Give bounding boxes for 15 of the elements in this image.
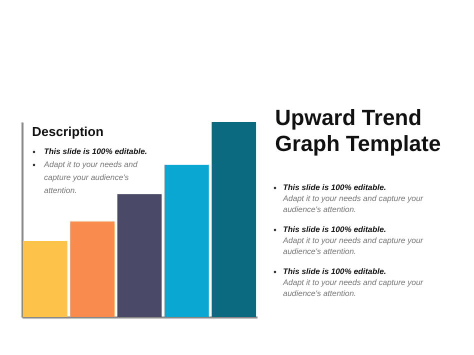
bar [212, 122, 256, 317]
bar [70, 221, 114, 317]
text: This slide is 100% editable. [283, 225, 386, 234]
annotation: Description [32, 124, 104, 139]
text: Adapt it to your needs and capture your audience's attention. [282, 236, 424, 256]
text: Adapt it to your needs and capture your audience's attention. [282, 278, 424, 298]
text: This slide is 100% editable. [283, 267, 386, 276]
text: Upward Trend Graph Template [275, 105, 441, 156]
bar [117, 194, 162, 317]
bar [164, 164, 209, 317]
text: Adapt it to your needs and capture your audience's attention. [282, 194, 424, 214]
annotation: Adapt it to your needs and capture your audience's attention. [43, 160, 138, 195]
bar [22, 240, 68, 317]
annotation: This slide is 100% editable. [44, 147, 148, 156]
text: This slide is 100% editable. [283, 183, 386, 192]
